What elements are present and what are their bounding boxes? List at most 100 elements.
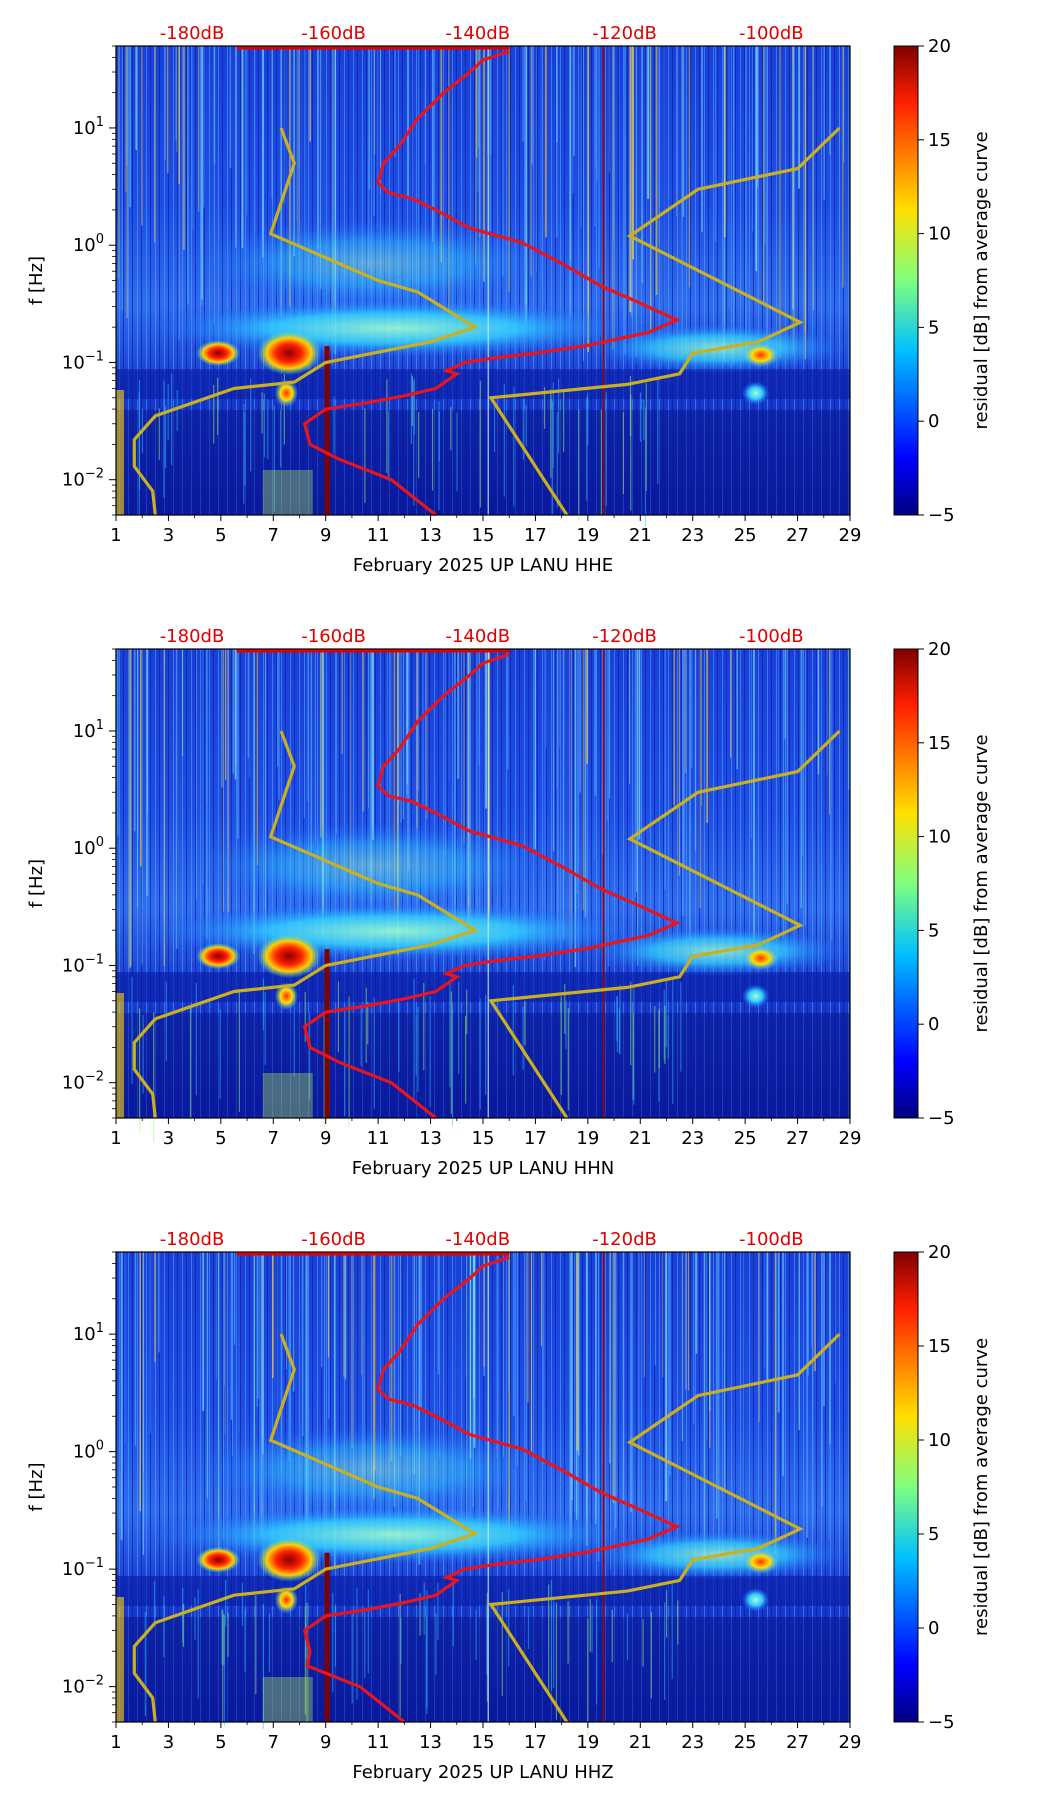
colorbar (894, 1252, 918, 1722)
x-tick-label: 23 (681, 525, 704, 546)
colorbar-tick-label: −5 (928, 1108, 955, 1129)
x-tick-label: 23 (681, 1732, 704, 1753)
low-freq-column (116, 1597, 124, 1722)
x-tick-label: 15 (472, 1732, 495, 1753)
x-axis-label: February 2025 UP LANU HHE (353, 555, 613, 576)
db-scale-label: -160dB (301, 1229, 366, 1250)
y-axis-label: f [Hz] (26, 1462, 47, 1511)
x-tick-label: 25 (734, 1732, 757, 1753)
storm-blob (274, 1585, 299, 1614)
nlnm-curve (132, 1333, 479, 1723)
x-tick-label: 1 (110, 1732, 121, 1753)
db-scale-label: -160dB (301, 626, 366, 647)
db-scale-label: -180dB (160, 23, 225, 44)
colorbar-tick-label: 15 (928, 733, 951, 754)
average-psd-curve (302, 49, 681, 517)
x-tick-label: 29 (839, 1732, 862, 1753)
colorbar-tick-label: 0 (928, 1014, 939, 1035)
x-tick-label: 13 (419, 525, 442, 546)
x-tick-label: 5 (215, 1732, 226, 1753)
colorbar-frame (893, 648, 919, 1119)
colorbar-frame (893, 1251, 919, 1723)
colorbar (894, 649, 918, 1118)
db-scale-label: -120dB (592, 23, 657, 44)
db-scale-label: -180dB (160, 626, 225, 647)
x-tick-label: 7 (268, 1128, 279, 1149)
nhnm-curve (488, 1332, 841, 1723)
db-scale-label: -140dB (445, 23, 510, 44)
colorbar-tick-label: 10 (928, 827, 951, 848)
low-band (116, 369, 850, 400)
y-tick-label: 101 (73, 1321, 104, 1345)
storm-blob (274, 379, 299, 408)
x-tick-label: 29 (839, 1128, 862, 1149)
colorbar-tick-label: 15 (928, 130, 951, 151)
low-freq-column (262, 470, 313, 515)
lowest-band (116, 1617, 850, 1722)
y-axis-label: f [Hz] (26, 859, 47, 908)
db-scale-label: -120dB (592, 626, 657, 647)
microseism-band (189, 821, 557, 912)
x-tick-label: 11 (367, 1732, 390, 1753)
low-band (116, 1575, 850, 1606)
storm-blob (741, 1587, 770, 1612)
y-tick-label: 100 (73, 835, 104, 859)
low-freq-column (116, 993, 124, 1118)
colorbar (894, 46, 918, 515)
x-tick-label: 7 (268, 525, 279, 546)
y-tick-label: 101 (73, 115, 104, 139)
storm-blob (741, 381, 770, 406)
y-tick-label: 101 (73, 718, 104, 742)
x-tick-label: 27 (786, 525, 809, 546)
db-scale-label: -100dB (739, 626, 804, 647)
db-scale-label: -140dB (445, 626, 510, 647)
x-tick-label: 9 (320, 525, 331, 546)
x-tick-label: 5 (215, 525, 226, 546)
nhnm-curve (488, 729, 841, 1119)
x-tick-label: 3 (163, 1128, 174, 1149)
storm-blob (742, 343, 779, 368)
x-tick-label: 27 (786, 1128, 809, 1149)
lowest-band (116, 1013, 850, 1118)
storm-blob (257, 1537, 322, 1582)
x-tick-label: 3 (163, 1732, 174, 1753)
colorbar-tick-label: 20 (928, 36, 951, 57)
colorbar-tick-label: 20 (928, 639, 951, 660)
y-tick-label: 10−2 (62, 1070, 104, 1094)
storm-blob (196, 1546, 241, 1573)
storm-blob (741, 984, 770, 1009)
nlnm-curve (132, 730, 479, 1119)
x-axis-label: February 2025 UP LANU HHN (352, 1158, 614, 1179)
microseism-band (189, 1424, 557, 1515)
average-psd-curve (302, 1255, 681, 1724)
colorbar-tick-label: 5 (928, 1524, 939, 1545)
db-scale-label: -140dB (445, 1229, 510, 1250)
colorbar-tick-label: 5 (928, 317, 939, 338)
low-freq-column (262, 1677, 313, 1722)
storm-blob (274, 982, 299, 1011)
colorbar-tick-label: 10 (928, 1430, 951, 1451)
x-tick-label: 11 (367, 525, 390, 546)
colorbar-tick-label: 15 (928, 1336, 951, 1357)
low-freq-column (116, 390, 124, 515)
x-tick-label: 17 (524, 525, 547, 546)
x-tick-label: 7 (268, 1732, 279, 1753)
x-tick-label: 27 (786, 1732, 809, 1753)
nlnm-curve (132, 127, 479, 516)
x-axis-label: February 2025 UP LANU HHZ (352, 1762, 613, 1783)
x-tick-label: 9 (320, 1128, 331, 1149)
microseism-band (189, 218, 557, 309)
x-tick-label: 21 (629, 525, 652, 546)
x-tick-label: 19 (576, 1128, 599, 1149)
db-scale-label: -160dB (301, 23, 366, 44)
y-tick-label: 10−1 (62, 952, 104, 976)
storm-blob (196, 943, 241, 970)
storm-blob (257, 331, 322, 376)
y-tick-label: 100 (73, 232, 104, 256)
average-psd-curve (302, 652, 681, 1120)
storm-blob (196, 340, 241, 367)
db-scale-label: -180dB (160, 1229, 225, 1250)
y-tick-label: 100 (73, 1439, 104, 1463)
